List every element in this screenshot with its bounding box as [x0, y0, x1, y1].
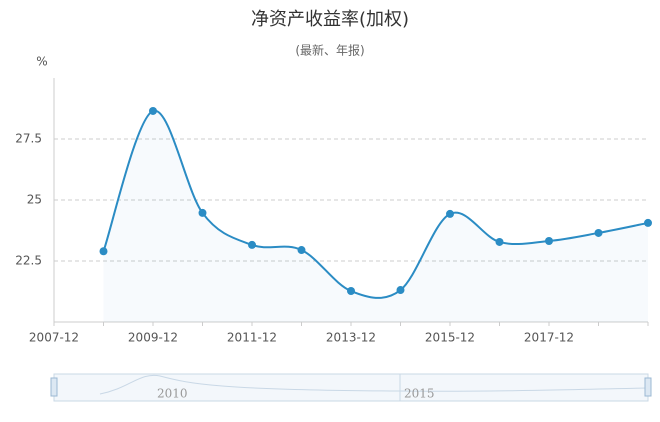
zoom-slider[interactable]	[53, 373, 649, 402]
point	[99, 247, 108, 256]
point	[446, 209, 454, 218]
x-tick-label: 2013-12	[326, 331, 376, 345]
y-tick-label: 25	[27, 193, 42, 207]
point	[495, 237, 504, 246]
y-unit: %	[36, 55, 47, 69]
zoom-preview	[99, 374, 649, 395]
chart-title: 净资产收益率(加权)	[251, 9, 409, 30]
y-tick-label: 22.5	[15, 254, 42, 268]
point	[347, 287, 355, 296]
chart-subtitle: (最新、年报)	[295, 43, 364, 58]
point	[594, 228, 603, 237]
y-tick-label: 27.5	[15, 132, 42, 146]
x-tick-label: 2007-12	[29, 331, 79, 345]
x-tick-label: 2017-12	[524, 331, 574, 345]
zoom-handle[interactable]	[644, 377, 652, 397]
zoom-label: 2010	[157, 387, 188, 401]
point	[545, 236, 553, 245]
x-tick-label: 2011-12	[227, 331, 277, 345]
point	[149, 106, 157, 115]
point	[644, 218, 652, 227]
area	[103, 110, 648, 322]
zoom-label: 2015	[404, 387, 435, 401]
x-tick-label: 2009-12	[128, 331, 178, 345]
point	[248, 240, 256, 249]
x-tick-label: 2015-12	[425, 331, 475, 345]
zoom-handle[interactable]	[50, 377, 58, 397]
point	[297, 246, 306, 255]
point	[198, 208, 207, 217]
point	[396, 286, 405, 295]
